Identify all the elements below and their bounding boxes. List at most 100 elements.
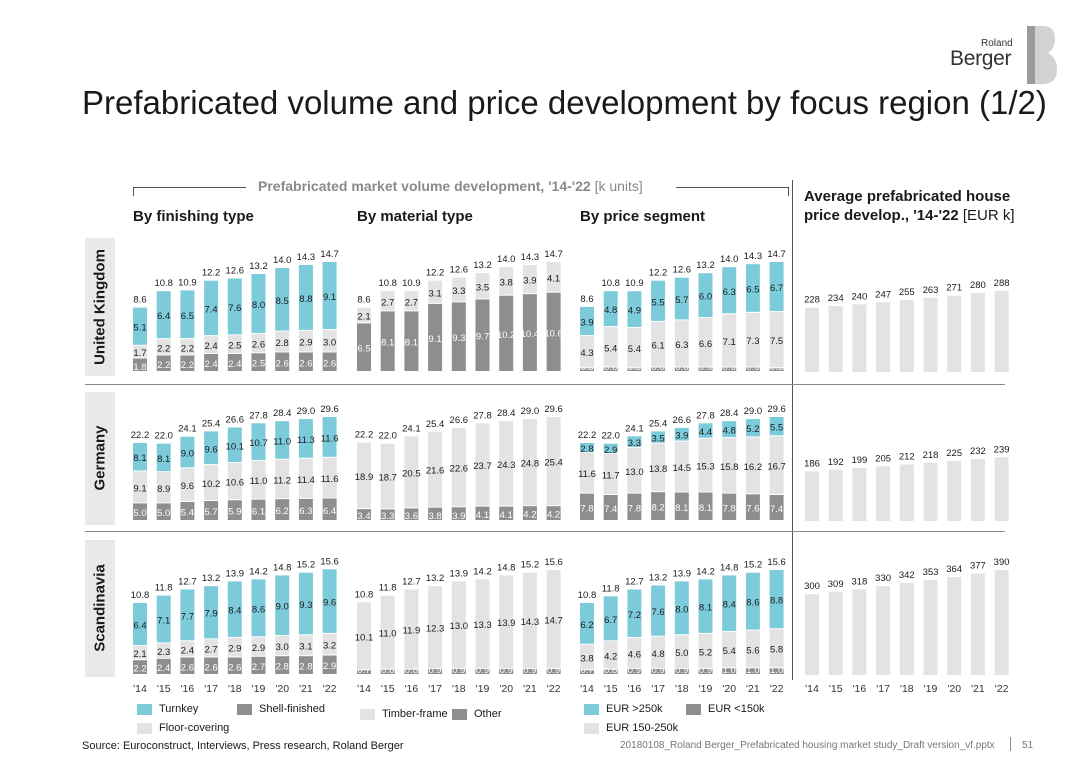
legend-timber: Timber-frame bbox=[360, 708, 448, 720]
bar-segment bbox=[156, 355, 171, 371]
header-bracket-right bbox=[676, 187, 789, 196]
data-label: 2.9 bbox=[299, 338, 312, 349]
data-label: 6.3 bbox=[675, 340, 688, 351]
bar-segment bbox=[380, 669, 395, 674]
bar-segment bbox=[322, 655, 337, 674]
bar-segment bbox=[227, 463, 242, 500]
data-label: 3.9 bbox=[580, 318, 593, 329]
price-bar bbox=[970, 459, 985, 521]
data-label: 10.4 bbox=[521, 329, 540, 340]
x-tick-label: '18 bbox=[900, 683, 914, 695]
price-bar bbox=[805, 471, 819, 521]
price-label: 225 bbox=[946, 448, 962, 459]
data-label: 6.2 bbox=[580, 620, 593, 631]
bar-segment bbox=[546, 292, 561, 371]
bar-segment bbox=[322, 417, 337, 457]
data-label: 3.6 bbox=[405, 511, 418, 522]
bar-segment bbox=[627, 668, 642, 674]
bar-segment bbox=[769, 668, 784, 674]
data-label: 0.6 bbox=[604, 362, 617, 373]
data-label: 3.2 bbox=[323, 641, 336, 652]
bar-segment bbox=[499, 668, 514, 674]
bar-segment bbox=[745, 630, 760, 668]
x-tick-label: '14 bbox=[357, 683, 371, 695]
bar-segment bbox=[546, 262, 561, 292]
data-label: 3.9 bbox=[523, 276, 536, 287]
data-label: 5.7 bbox=[675, 295, 688, 306]
bar-segment bbox=[546, 506, 561, 520]
data-label: 11.4 bbox=[297, 475, 315, 486]
bar-segment bbox=[322, 330, 337, 352]
bar-segment bbox=[357, 509, 371, 520]
section-divider bbox=[792, 180, 793, 680]
bar-segment bbox=[204, 586, 219, 639]
data-label: 11.0 bbox=[250, 476, 268, 487]
data-label: 4.8 bbox=[723, 426, 736, 437]
bar-segment bbox=[698, 633, 713, 668]
bar-segment bbox=[722, 631, 737, 668]
x-tick-label: '15 bbox=[381, 683, 395, 695]
bar-segment bbox=[698, 367, 713, 371]
price-bar bbox=[994, 570, 1009, 675]
x-tick-label: '20 bbox=[275, 683, 289, 695]
total-label: 14.3 bbox=[521, 252, 540, 263]
x-tick-label: '21 bbox=[299, 683, 313, 695]
data-label: 1.8 bbox=[133, 362, 146, 373]
data-label: 0.9 bbox=[699, 665, 712, 676]
price-bar bbox=[828, 591, 843, 675]
data-label: 8.4 bbox=[228, 606, 241, 617]
data-label: 7.6 bbox=[746, 504, 759, 515]
bar-segment bbox=[322, 569, 337, 633]
data-label: 11.9 bbox=[403, 626, 421, 637]
total-label: 13.9 bbox=[226, 568, 245, 579]
price-bar bbox=[994, 457, 1009, 521]
data-label: 2.4 bbox=[204, 359, 217, 370]
bar-segment bbox=[251, 637, 266, 656]
logo-text-bottom: Berger bbox=[950, 47, 1012, 70]
bar-segment bbox=[627, 291, 642, 327]
total-label: 25.4 bbox=[649, 418, 668, 429]
price-label: 364 bbox=[946, 564, 962, 575]
data-label: 5.4 bbox=[604, 343, 617, 354]
x-tick-label: '19 bbox=[476, 683, 490, 695]
bar-segment bbox=[769, 629, 784, 668]
data-label: 11.3 bbox=[297, 435, 315, 446]
data-label: 2.6 bbox=[228, 662, 241, 673]
data-label: 4.6 bbox=[628, 650, 641, 661]
bar-segment bbox=[275, 459, 290, 499]
x-tick-label: '14 bbox=[580, 683, 594, 695]
legend-turnkey: Turnkey bbox=[137, 703, 198, 715]
bar-segment bbox=[745, 668, 760, 674]
data-label: 2.9 bbox=[604, 445, 617, 456]
data-label: 0.9 bbox=[547, 665, 560, 676]
total-label: 14.2 bbox=[249, 566, 268, 577]
bar-segment bbox=[357, 323, 371, 371]
bar-segment bbox=[251, 423, 266, 460]
bar-segment bbox=[275, 331, 290, 352]
bar-segment bbox=[322, 498, 337, 520]
total-label: 10.8 bbox=[355, 589, 374, 600]
price-section-title: Average prefabricated house price develo… bbox=[804, 187, 1015, 225]
total-label: 10.9 bbox=[402, 278, 421, 289]
price-label: 353 bbox=[923, 567, 939, 578]
data-label: 20.5 bbox=[402, 468, 421, 479]
bar-segment bbox=[499, 575, 514, 668]
price-label: 212 bbox=[899, 452, 915, 463]
bar-segment bbox=[133, 503, 147, 520]
bar-segment bbox=[451, 581, 466, 668]
total-label: 13.2 bbox=[202, 573, 221, 584]
data-label: 9.1 bbox=[323, 292, 336, 303]
total-label: 24.1 bbox=[402, 423, 421, 434]
bar-segment bbox=[204, 465, 219, 500]
price-label: 218 bbox=[923, 450, 939, 461]
data-label: 0.9 bbox=[452, 665, 465, 676]
data-label: 0.5 bbox=[628, 362, 641, 373]
bar-segment bbox=[322, 633, 337, 655]
data-label: 6.0 bbox=[699, 292, 712, 303]
data-label: 8.6 bbox=[252, 604, 265, 615]
price-bar bbox=[876, 466, 891, 521]
bar-segment bbox=[298, 419, 313, 458]
total-label: 10.9 bbox=[625, 278, 644, 289]
data-label: 6.2 bbox=[276, 506, 289, 517]
